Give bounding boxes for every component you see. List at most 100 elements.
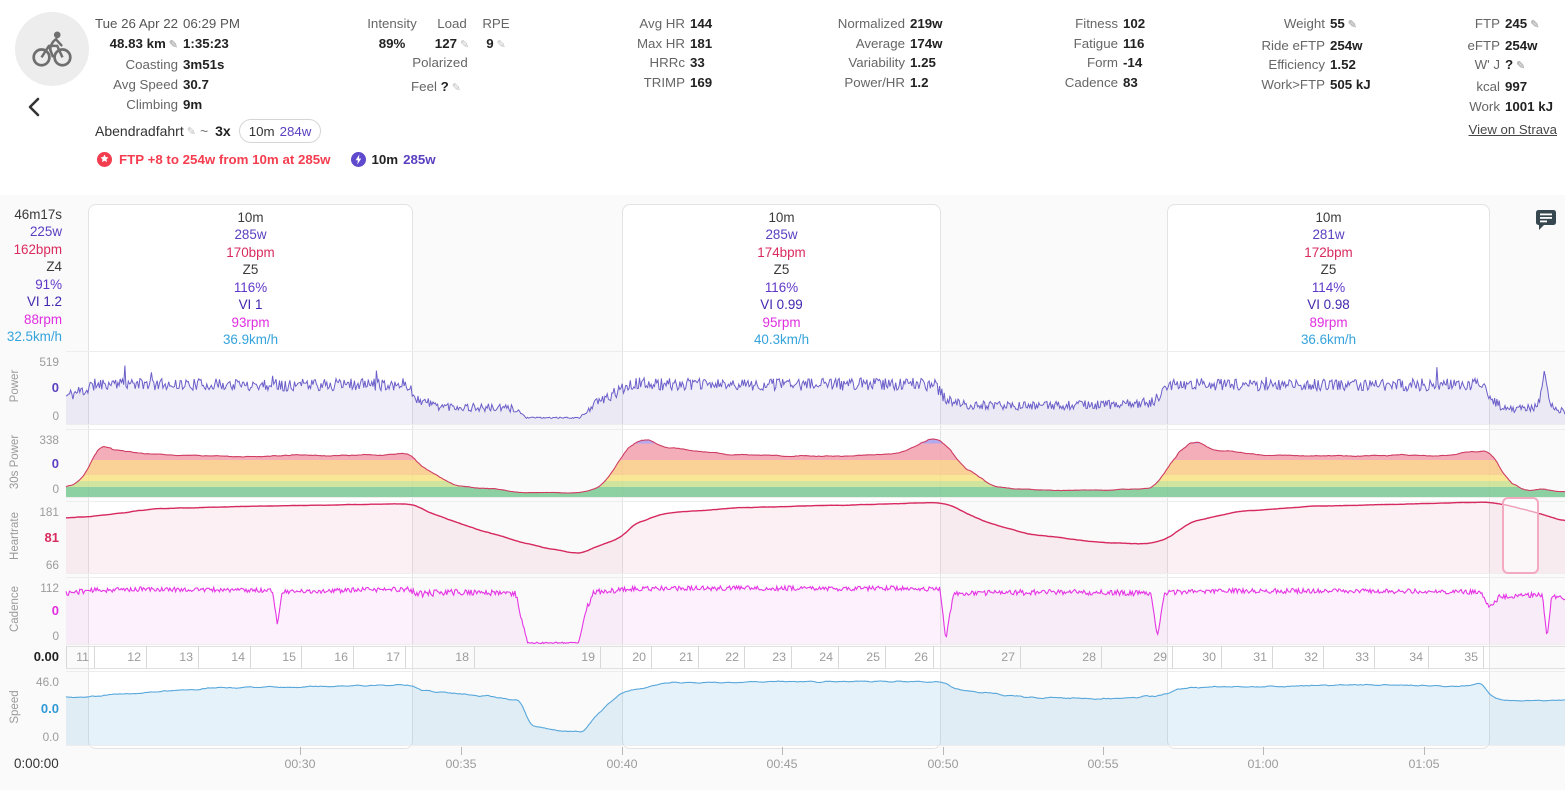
stat-value: 33: [690, 55, 705, 71]
distance-axis-origin: 0.00: [33, 649, 59, 664]
hr-selection-rect[interactable]: [1502, 497, 1539, 574]
distance-tick-label: 22: [725, 650, 739, 664]
edit-pencil-icon[interactable]: ✎: [451, 82, 461, 94]
stat-value: 3m51s: [183, 57, 225, 73]
interval-stat-row: 10m: [237, 210, 264, 225]
stat-label: Cadence: [1064, 75, 1118, 91]
axis-max: 181: [39, 505, 59, 519]
stat-value: 505 kJ: [1330, 77, 1371, 93]
time-tick-mark: [300, 747, 301, 755]
ftp-stats-column: FTP 245 ✎ eFTP 254w W' J ? ✎ kcal 997 Work 1001 kJ: [1460, 14, 1553, 117]
interval-stat-row: 36.6km/h: [1300, 332, 1357, 348]
distance-cell-border: [1020, 646, 1021, 668]
stat-value: 219w: [910, 16, 943, 31]
time-tick-mark: [1263, 747, 1264, 755]
view-on-strava-link[interactable]: View on Strava: [1468, 122, 1557, 137]
stat-label: FTP: [1474, 16, 1500, 31]
cyclist-icon: [32, 31, 72, 67]
best-effort-badge[interactable]: 10m 285w: [351, 151, 436, 167]
stat-value: -14: [1123, 55, 1143, 71]
best-effort-bolt-icon: [351, 151, 367, 167]
distance-tick-label: 29: [1153, 650, 1167, 664]
interval-stat-row: 93rpm: [231, 314, 270, 330]
stat-value: 55 ✎: [1330, 16, 1358, 31]
back-button[interactable]: [26, 96, 42, 118]
selection-summary-row: 225w: [29, 224, 62, 240]
stat-label: 48.83 km ✎: [109, 35, 178, 51]
distance-tick-label: 15: [282, 650, 296, 664]
feel-label: Feel: [411, 79, 441, 94]
edit-pencil-icon[interactable]: ✎: [496, 38, 506, 51]
time-tick-label: 01:00: [1247, 757, 1279, 771]
fitness-stats-column: Fitness 102 Fatigue 116 Form -14 Cadence 83: [1058, 14, 1145, 93]
stat-label: Form: [1086, 55, 1118, 71]
edit-pencil-icon[interactable]: ✎: [1530, 19, 1540, 31]
stat-label: Avg HR: [639, 16, 685, 31]
time-axis-origin: 0:00:00: [14, 756, 59, 771]
chip-duration: 10m: [248, 123, 275, 139]
activity-type-avatar[interactable]: [15, 12, 89, 86]
feel-row: Feel ? ✎: [376, 77, 496, 99]
selection-summary-row: Z4: [46, 259, 62, 275]
interval-stat-row: 170bpm: [226, 244, 275, 260]
stat-value: 254w: [1330, 37, 1363, 53]
interval-stat-row: 95rpm: [762, 314, 801, 330]
distance-cell-border: [1483, 646, 1484, 668]
stat-label: Work: [1469, 98, 1500, 114]
interval-stat-row: 281w: [1312, 227, 1345, 243]
stat-value: 30.7: [183, 77, 209, 93]
ftp-change-alert[interactable]: FTP +8 to 254w from 10m at 285w: [119, 151, 331, 167]
time-tick-mark: [461, 747, 462, 755]
distance-cell-border: [1221, 646, 1222, 668]
stat-label: TRIMP: [643, 75, 685, 91]
interval-stat-row: 89rpm: [1309, 314, 1348, 330]
interval-stat-row: 116%: [233, 279, 268, 295]
edit-pencil-icon[interactable]: ✎: [459, 38, 470, 51]
stat-value: 169: [690, 75, 713, 91]
distance-cell-border: [1374, 646, 1375, 668]
interval-stat-row: Z5: [1320, 262, 1337, 278]
stat-label: Power/HR: [844, 75, 905, 91]
feel-value[interactable]: ?: [440, 79, 449, 94]
stat-value: 102: [1123, 16, 1146, 31]
stat-label: Avg Speed: [113, 77, 178, 93]
stat-value: 1001 kJ: [1505, 98, 1554, 114]
distance-tick-label: 32: [1304, 650, 1318, 664]
interval-summary-chip[interactable]: 10m 284w: [238, 119, 322, 143]
distance-tick-label: 23: [772, 650, 786, 664]
interval-stat-row: VI 1: [238, 297, 263, 313]
distance-tick-label: 12: [127, 650, 141, 664]
stat-value: 997: [1505, 79, 1528, 95]
axis-max: 338: [39, 433, 59, 447]
stat-value: ? ✎: [1505, 57, 1526, 73]
distance-tick-label: 34: [1409, 650, 1423, 664]
selection-summary-row: 88rpm: [24, 311, 62, 327]
effort-value-number: 89%: [378, 35, 406, 51]
distance-tick-label: 30: [1202, 650, 1216, 664]
time-tick-mark: [1103, 747, 1104, 755]
edit-pencil-icon[interactable]: ✎: [168, 38, 178, 51]
stat-value: 254w: [1505, 37, 1538, 53]
axis-min: 66: [45, 558, 59, 572]
distance-tick-label: 25: [866, 650, 880, 664]
edit-pencil-icon[interactable]: ✎: [1347, 19, 1358, 31]
time-tick-label: 01:05: [1408, 757, 1440, 771]
comment-button[interactable]: [1534, 208, 1558, 232]
interval-stat-row: 114%: [1311, 279, 1346, 295]
edit-name-pencil-icon[interactable]: ✎: [186, 125, 196, 138]
interval-stat-row: 285w: [234, 227, 267, 243]
distance-tick-label: 27: [1001, 650, 1015, 664]
interval-stat-row: 40.3km/h: [753, 332, 810, 348]
distance-cell-border: [933, 646, 934, 668]
time-tick-label: 00:50: [927, 757, 959, 771]
stat-value: 1.25: [910, 55, 936, 71]
distance-tick-label: 11: [76, 650, 89, 664]
stat-value: 1.2: [910, 75, 929, 91]
edit-pencil-icon[interactable]: ✎: [1516, 60, 1526, 73]
interval-stat-row: 10m: [1315, 210, 1342, 225]
distance-tick-label: 13: [179, 650, 193, 664]
interval-stat-row: VI 0.99: [760, 297, 803, 313]
interval-stat-row: VI 0.98: [1307, 297, 1350, 313]
time-tick-label: 00:55: [1087, 757, 1119, 771]
